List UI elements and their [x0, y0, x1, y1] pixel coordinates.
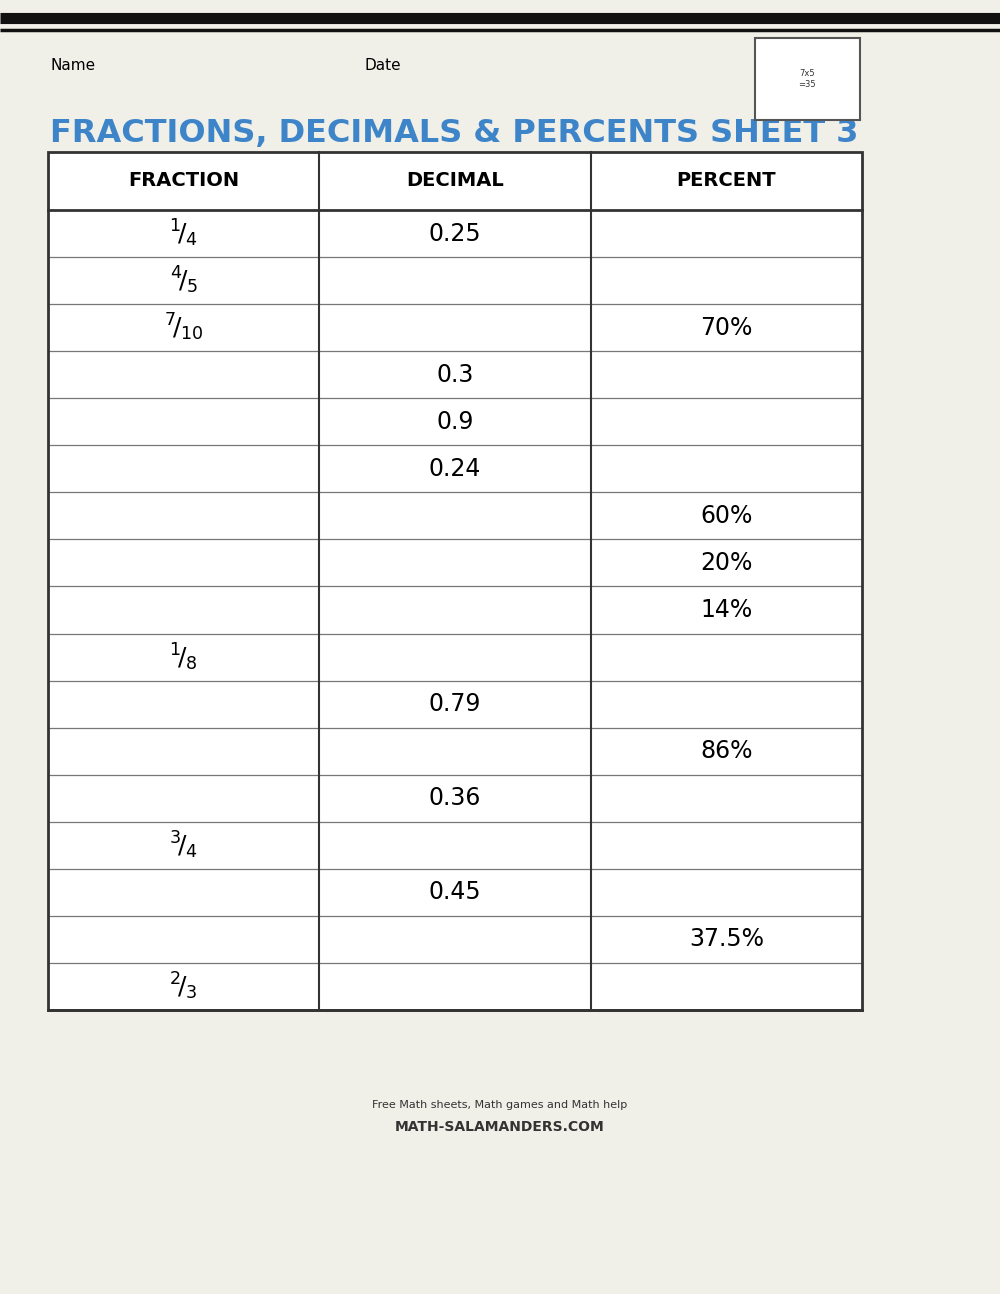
Text: 0.25: 0.25 [429, 221, 481, 246]
Text: $^{3}\!/_{4}$: $^{3}\!/_{4}$ [169, 829, 198, 861]
Text: $^{7}\!/_{10}$: $^{7}\!/_{10}$ [164, 312, 204, 343]
Bar [48, 151, 862, 1011]
Text: 60%: 60% [700, 503, 753, 528]
Text: Free Math sheets, Math games and Math help: Free Math sheets, Math games and Math he… [372, 1100, 628, 1110]
Text: DECIMAL: DECIMAL [406, 172, 504, 190]
Text: 0.9: 0.9 [436, 410, 474, 433]
Text: Name: Name [50, 58, 95, 72]
Text: 14%: 14% [700, 598, 752, 622]
Text: 0.45: 0.45 [429, 880, 481, 905]
Text: Date: Date [365, 58, 402, 72]
Text: 0.36: 0.36 [429, 787, 481, 810]
Text: 86%: 86% [700, 739, 753, 763]
Text: 70%: 70% [700, 316, 753, 339]
Text: 0.3: 0.3 [436, 362, 474, 387]
Text: $^{2}\!/_{3}$: $^{2}\!/_{3}$ [169, 970, 198, 1002]
Text: $^{1}\!/_{8}$: $^{1}\!/_{8}$ [169, 642, 198, 673]
Text: FRACTIONS, DECIMALS & PERCENTS SHEET 3: FRACTIONS, DECIMALS & PERCENTS SHEET 3 [50, 118, 858, 149]
Text: $^{1}\!/_{4}$: $^{1}\!/_{4}$ [169, 217, 198, 250]
Text: 0.24: 0.24 [429, 457, 481, 481]
Text: 7x5
=35: 7x5 =35 [798, 70, 816, 89]
Text: FRACTION: FRACTION [128, 172, 239, 190]
Text: PERCENT: PERCENT [677, 172, 776, 190]
FancyBboxPatch shape [755, 38, 860, 120]
Text: 37.5%: 37.5% [689, 928, 764, 951]
Bar [48, 151, 862, 1011]
Text: $^{4}\!/_{5}$: $^{4}\!/_{5}$ [170, 265, 198, 296]
Text: MATH-SALAMANDERS.COM: MATH-SALAMANDERS.COM [395, 1121, 605, 1134]
Text: 0.79: 0.79 [429, 692, 481, 716]
Text: 20%: 20% [700, 551, 753, 575]
